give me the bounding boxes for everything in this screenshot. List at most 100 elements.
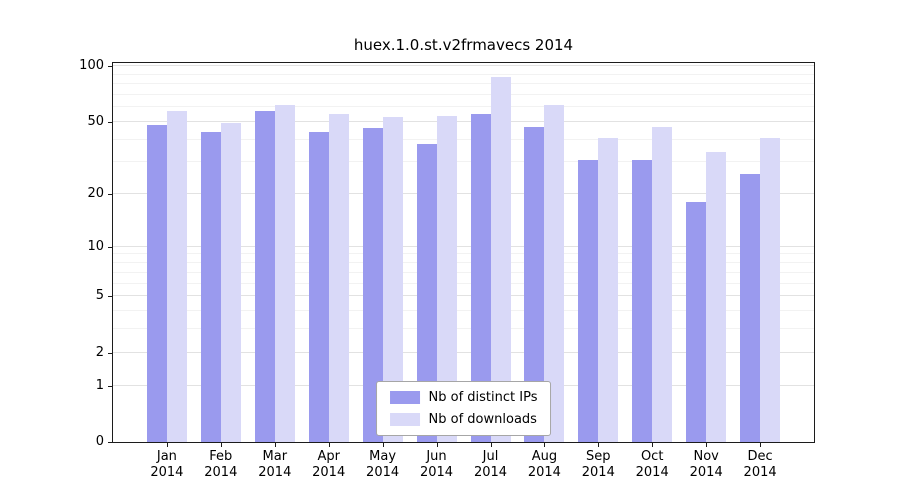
x-tick-year: 2014: [204, 465, 238, 480]
gridline-minor: [113, 309, 814, 311]
x-tick-month: Jan: [156, 449, 177, 464]
legend-item-downloads: Nb of downloads: [389, 412, 538, 427]
bar-feb-downloads: [220, 123, 241, 442]
x-tick-label-feb: Feb 2014: [191, 449, 251, 481]
gridline-major: [113, 351, 814, 353]
x-tick-year: 2014: [635, 465, 669, 480]
y-tick-label-100: 100: [79, 58, 104, 73]
bar-nov-downloads: [706, 152, 727, 442]
x-tick-label-nov: Nov 2014: [676, 449, 736, 481]
x-tick-month: May: [369, 449, 397, 464]
x-tick-year: 2014: [473, 465, 508, 480]
x-tick-mark: [436, 443, 438, 447]
x-tick-year: 2014: [419, 465, 454, 480]
bar-jun-downloads: [436, 115, 457, 442]
bar-may-distinct-ips: [362, 128, 383, 442]
chart-title: huex.1.0.st.v2frmavecs 2014: [353, 36, 574, 54]
x-tick-label-oct: Oct 2014: [622, 449, 682, 481]
y-tick-label-0: 0: [95, 434, 104, 449]
x-tick-label-sep: Sep 2014: [568, 449, 628, 481]
gridline-major: [113, 65, 814, 66]
x-tick-mark: [274, 443, 276, 447]
bar-aug-downloads: [544, 104, 565, 442]
bar-dec-distinct-ips: [740, 173, 761, 442]
bar-jul-distinct-ips: [470, 114, 491, 442]
x-tick-mark: [652, 443, 654, 447]
bar-mar-distinct-ips: [254, 111, 275, 442]
x-tick-month: Oct: [640, 449, 664, 464]
bar-oct-downloads: [652, 126, 673, 442]
bar-jul-downloads: [490, 77, 511, 442]
legend-item-distinct-ips: Nb of distinct IPs: [389, 390, 537, 405]
y-tick-label-1: 1: [95, 377, 104, 393]
legend-label-downloads: Nb of downloads: [428, 412, 537, 427]
x-tick-month: Apr: [317, 449, 340, 464]
bar-aug-distinct-ips: [524, 126, 545, 442]
bar-jun-distinct-ips: [416, 143, 437, 442]
x-tick-label-jun: Jun 2014: [407, 449, 467, 481]
x-tick-month: Jul: [482, 449, 499, 464]
y-tick-mark: [108, 194, 112, 195]
y-tick-label-2: 2: [95, 344, 104, 360]
x-tick-month: Jun: [426, 449, 447, 464]
y-tick-label-50: 50: [87, 113, 104, 129]
gridline-minor: [113, 262, 814, 263]
x-tick-mark: [328, 443, 330, 447]
gridline-minor: [113, 138, 814, 140]
bar-nov-distinct-ips: [686, 202, 707, 442]
bar-sep-distinct-ips: [578, 159, 599, 442]
y-tick-mark: [108, 296, 112, 297]
x-tick-mark: [760, 443, 762, 447]
gridline-minor: [113, 73, 814, 75]
x-tick-month: Dec: [747, 449, 773, 464]
bar-feb-distinct-ips: [200, 131, 221, 442]
y-tick-mark: [108, 246, 112, 248]
gridline-major: [113, 295, 814, 296]
y-tick-mark: [108, 385, 112, 387]
x-tick-label-may: May 2014: [353, 449, 413, 481]
plot-area: Nb of distinct IPs Nb of downloads: [112, 62, 815, 443]
bar-jan-downloads: [166, 111, 187, 442]
gridline-minor: [113, 83, 814, 84]
bar-apr-downloads: [328, 114, 349, 442]
x-tick-label-aug: Aug 2014: [514, 449, 574, 481]
gridline-minor: [113, 328, 814, 330]
x-tick-year: 2014: [581, 465, 615, 480]
gridline-major: [113, 120, 814, 122]
bar-sep-downloads: [598, 137, 619, 442]
gridline-minor: [113, 282, 814, 284]
legend-swatch-downloads: [389, 413, 420, 426]
x-tick-year: 2014: [689, 465, 723, 480]
y-tick-mark: [108, 352, 112, 354]
bar-oct-distinct-ips: [632, 159, 653, 442]
x-tick-month: Sep: [586, 449, 611, 464]
x-tick-year: 2014: [150, 465, 184, 480]
gridline-minor: [113, 161, 814, 163]
x-tick-month: Aug: [531, 449, 558, 464]
x-tick-month: Nov: [693, 449, 719, 464]
bar-dec-downloads: [760, 137, 781, 442]
x-tick-mark: [544, 443, 546, 447]
y-tick-label-5: 5: [95, 288, 104, 303]
x-tick-month: Feb: [209, 449, 233, 464]
y-tick-label-20: 20: [87, 186, 104, 201]
gridline-minor: [113, 106, 814, 108]
x-tick-mark: [490, 443, 492, 447]
gridline-minor: [113, 93, 814, 95]
y-tick-mark: [108, 66, 112, 67]
x-tick-mark: [706, 443, 708, 447]
x-tick-year: 2014: [743, 465, 777, 480]
legend-swatch-distinct-ips: [389, 391, 420, 404]
x-tick-label-jan: Jan 2014: [137, 449, 197, 481]
legend: Nb of distinct IPs Nb of downloads: [375, 381, 552, 436]
x-tick-mark: [382, 443, 384, 447]
x-tick-label-dec: Dec 2014: [730, 449, 790, 481]
gridline-minor: [113, 253, 814, 255]
bar-apr-distinct-ips: [308, 131, 329, 442]
bar-may-downloads: [382, 117, 403, 442]
gridline-minor: [113, 271, 814, 273]
x-tick-mark: [220, 443, 222, 447]
bar-jan-distinct-ips: [146, 124, 167, 442]
x-tick-year: 2014: [312, 465, 346, 480]
